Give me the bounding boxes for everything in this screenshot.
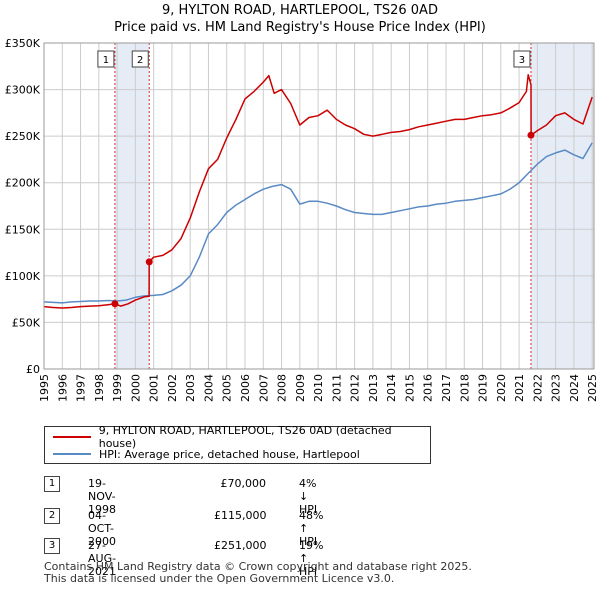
sale-label-box (513, 50, 531, 68)
x-tick-label: 2005 (221, 374, 234, 402)
transaction-hpi-diff: 48% ↑ HPI (299, 509, 324, 548)
chart-title: 9, HYLTON ROAD, HARTLEPOOL, TS26 0AD (162, 3, 438, 18)
x-tick-label: 2017 (440, 374, 453, 402)
transaction-hpi-diff: 19% ↑ HPI (299, 539, 324, 578)
y-tick-label: £0 (26, 363, 40, 376)
x-tick-label: 2006 (239, 374, 252, 402)
hpi-line (43, 142, 593, 304)
x-tick-label: 2010 (312, 374, 325, 402)
property-price-line (43, 73, 593, 309)
y-tick-label: £150K (5, 223, 41, 236)
x-tick-label: 2021 (513, 374, 526, 402)
x-tick-label: 2013 (367, 374, 380, 402)
x-tick-label: 2009 (294, 374, 307, 402)
x-tick-label: 2000 (129, 374, 142, 402)
y-tick-label: £300K (5, 84, 41, 97)
x-tick-label: 2003 (184, 374, 197, 402)
transaction-date: 19-NOV-1998 (88, 477, 116, 516)
y-tick-label: £200K (5, 177, 41, 190)
x-tick-label: 2020 (495, 374, 508, 402)
shaded-span (530, 43, 594, 369)
x-tick-label: 2023 (550, 374, 563, 402)
x-tick-label: 2018 (458, 374, 471, 402)
legend: 9, HYLTON ROAD, HARTLEPOOL, TS26 0AD (de… (44, 424, 431, 464)
x-tick-label: 2016 (422, 374, 435, 402)
x-tick-label: 2024 (568, 374, 581, 402)
footer-copyright: Contains HM Land Registry data © Crown c… (44, 560, 472, 573)
transaction-number: 2 (44, 508, 60, 524)
x-tick-label: 2012 (349, 374, 362, 402)
x-tick-label: 1997 (75, 374, 88, 402)
transaction-date: 27-AUG-2021 (88, 539, 117, 578)
x-tick-label: 1998 (93, 374, 106, 402)
x-tick-label: 2022 (531, 374, 544, 402)
x-tick-label: 2008 (276, 374, 289, 402)
sale-point (145, 258, 153, 266)
x-tick-label: 1995 (38, 374, 51, 402)
plot-border (43, 42, 595, 370)
y-tick-label: £100K (5, 270, 41, 283)
x-tick-label: 2019 (477, 374, 490, 402)
shaded-span (114, 43, 150, 369)
sale-point (527, 131, 535, 139)
legend-item-hpi: HPI: Average price, detached house, Hart… (53, 446, 360, 462)
footer-licence: This data is licensed under the Open Gov… (44, 572, 395, 585)
x-tick-label: 1999 (111, 374, 124, 402)
property-line-swatch (53, 436, 91, 438)
sale-label: 1 (103, 55, 109, 66)
hpi-line-swatch (53, 453, 91, 455)
x-tick-label: 2025 (586, 374, 599, 402)
x-tick-label: 2007 (257, 374, 270, 402)
sale-label-box (97, 50, 115, 68)
legend-hpi-label: HPI: Average price, detached house, Hart… (99, 447, 360, 461)
transaction-price: £115,000 (214, 509, 267, 522)
x-tick-label: 2014 (385, 374, 398, 402)
y-tick-label: £350K (5, 37, 41, 50)
x-tick-label: 2011 (330, 374, 343, 402)
x-tick-label: 1996 (56, 374, 69, 402)
sale-point (111, 300, 119, 308)
x-tick-label: 2001 (148, 374, 161, 402)
transaction-number: 3 (44, 538, 60, 554)
legend-property-label: 9, HYLTON ROAD, HARTLEPOOL, TS26 0AD (de… (98, 424, 392, 450)
transaction-date: 04-OCT-2000 (88, 509, 116, 548)
legend-item-property: 9, HYLTON ROAD, HARTLEPOOL, TS26 0AD (de… (53, 424, 430, 450)
sale-label: 3 (519, 55, 525, 66)
transaction-price: £70,000 (220, 477, 267, 490)
y-tick-label: £50K (12, 316, 41, 329)
price-chart: 1 2 3 £0 £50K £100K £150K £200K £250K £300K £350K 1… (5, 37, 599, 402)
transaction-hpi-diff: 4% ↓ HPI (299, 477, 318, 516)
x-tick-label: 2015 (403, 374, 416, 402)
y-tick-label: £250K (5, 130, 41, 143)
transaction-number: 1 (44, 476, 60, 492)
chart-subtitle: Price paid vs. HM Land Registry's House … (114, 20, 486, 35)
sale-label-box (131, 50, 149, 68)
x-tick-label: 2002 (166, 374, 179, 402)
transaction-price: £251,000 (214, 539, 267, 552)
sale-label: 2 (137, 55, 143, 66)
x-tick-label: 2004 (202, 374, 215, 402)
